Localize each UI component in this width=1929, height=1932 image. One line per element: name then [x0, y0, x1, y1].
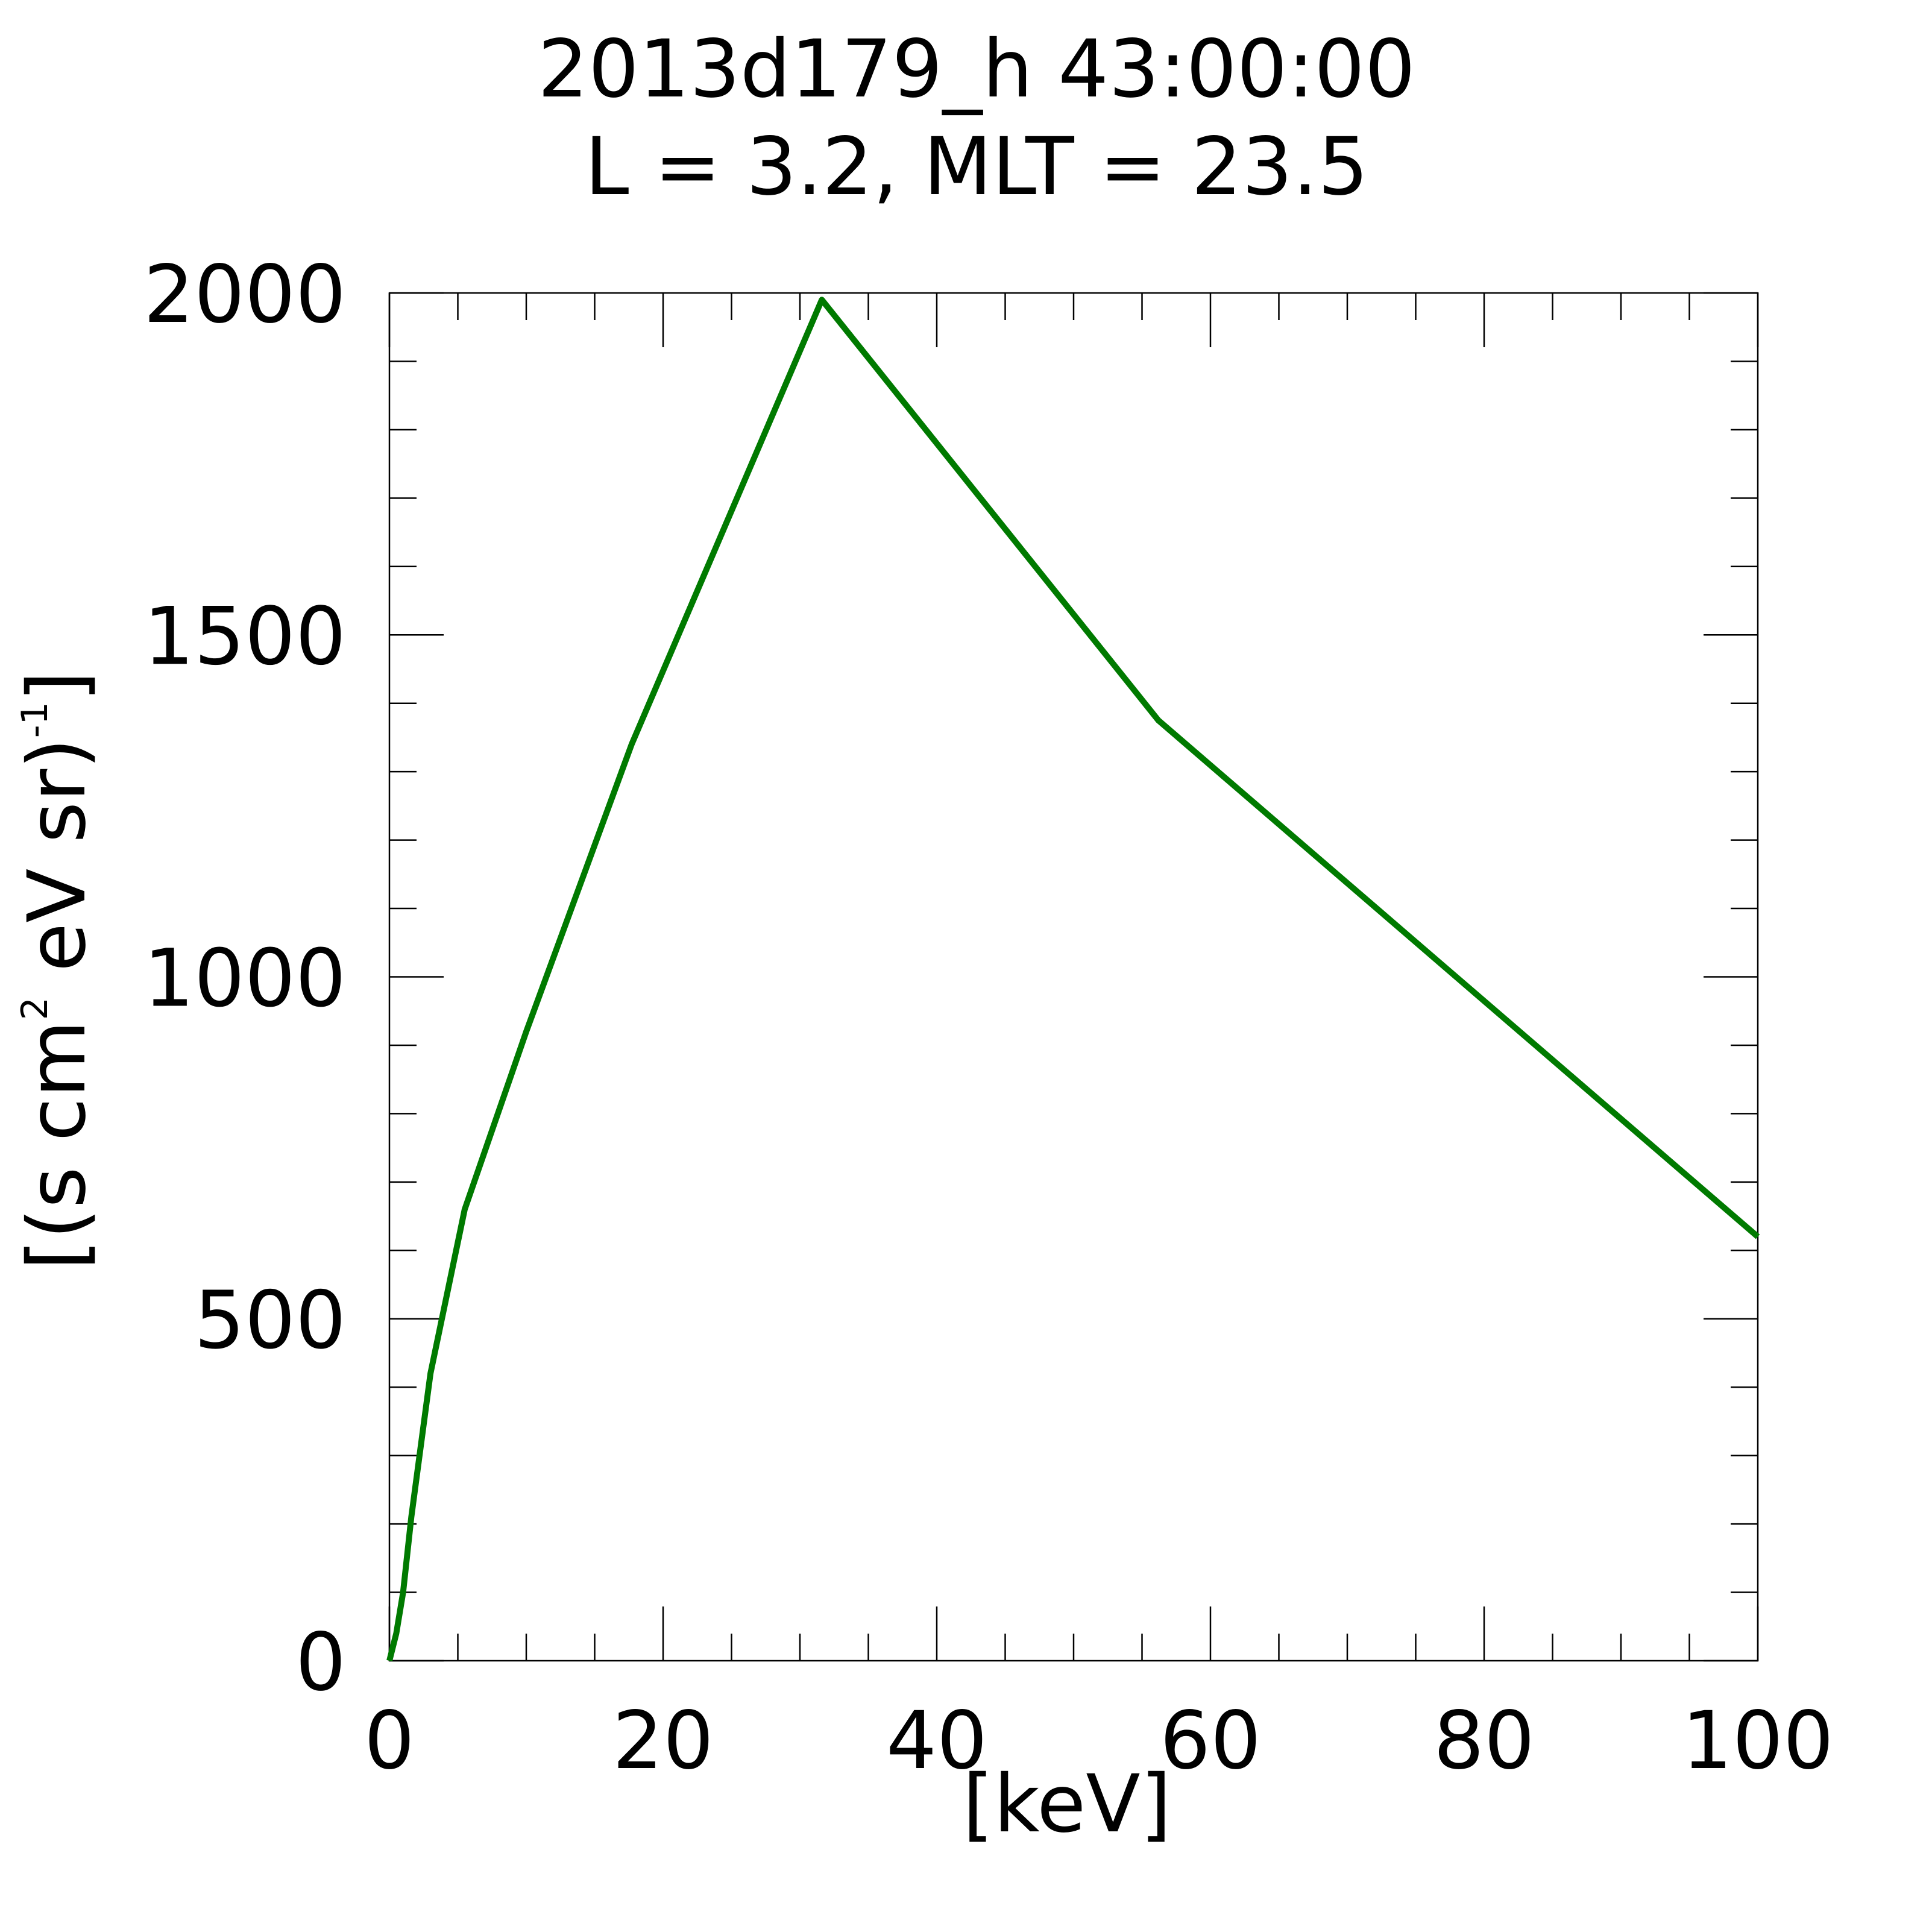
y-axis-label: [(s cm2 eV sr)-1] — [11, 671, 104, 1270]
x-axis-label: [keV] — [963, 1758, 1171, 1851]
chart-subtitle: L = 3.2, MLT = 23.5 — [585, 121, 1368, 213]
x-tick-label: 0 — [364, 1694, 415, 1787]
y-axis-label-base: [(s cm — [11, 1020, 104, 1270]
y-axis-label-sup1: 2 — [14, 997, 56, 1020]
y-axis-label-end: ] — [11, 671, 104, 702]
x-tick-label: 80 — [1433, 1694, 1535, 1787]
x-tick-label: 40 — [886, 1694, 987, 1787]
x-tick-label: 60 — [1160, 1694, 1261, 1787]
plot-frame — [388, 292, 1759, 1662]
y-tick-label: 1000 — [143, 933, 346, 1025]
x-tick-label: 100 — [1682, 1694, 1834, 1787]
x-tick-label: 20 — [612, 1694, 714, 1787]
y-tick-label: 1500 — [143, 590, 346, 683]
y-axis-label-sup2: -1 — [14, 702, 56, 738]
chart-title: 2013d179_h 43:00:00 — [538, 23, 1415, 116]
y-tick-label: 500 — [194, 1274, 346, 1367]
y-tick-label: 0 — [295, 1616, 346, 1709]
y-axis-label-mid: eV sr) — [11, 738, 104, 997]
series-line-0 — [386, 297, 1760, 1662]
y-tick-label: 2000 — [143, 248, 346, 341]
